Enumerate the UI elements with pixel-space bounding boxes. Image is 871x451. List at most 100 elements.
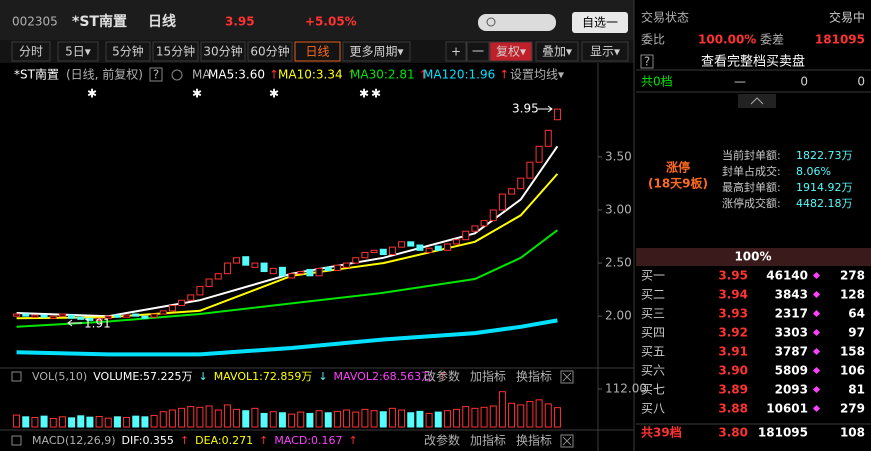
volume-bar — [407, 412, 415, 428]
status: 交易中 — [829, 10, 865, 25]
bid-level: 买四 — [641, 326, 665, 340]
watch-button[interactable] — [572, 12, 628, 33]
ratio-label: 委比 — [641, 33, 665, 47]
macd-header: MACD(12,26,9) — [32, 434, 116, 447]
macd-header: ↑ — [349, 434, 358, 447]
toolbar-button[interactable] — [535, 41, 579, 62]
limit-label: 涨停 — [666, 160, 690, 175]
panel-button[interactable]: 改参数 — [424, 433, 460, 448]
seal-label: 封单占成交: — [722, 164, 781, 178]
toolbar-button[interactable] — [152, 41, 199, 62]
volume-bar — [315, 410, 323, 428]
bid-price: 3.93 — [718, 307, 748, 321]
price: 3.95 — [225, 15, 255, 29]
volume-bar — [196, 406, 204, 428]
annotation-arrow — [538, 105, 553, 113]
candle — [260, 262, 268, 273]
toolbar-button[interactable] — [581, 41, 629, 62]
candle — [251, 262, 259, 268]
bid-price: 3.88 — [718, 402, 748, 416]
full-book-link[interactable]: 查看完整档买卖盘 — [701, 54, 805, 70]
candle — [31, 314, 39, 318]
change: +5.05% — [305, 15, 357, 29]
panel-icon[interactable] — [11, 371, 22, 382]
volume-bar — [223, 404, 231, 428]
diff-label: 委差 — [760, 33, 784, 47]
bid-count: 64 — [848, 307, 865, 321]
marker: ✱ — [87, 87, 97, 101]
toolbar-button[interactable] — [11, 41, 51, 62]
collapse-button[interactable] — [738, 94, 776, 108]
panel-icon[interactable] — [11, 435, 22, 446]
candle — [58, 313, 66, 317]
seal-value: 1822.73万 — [796, 149, 853, 162]
toolbar-label: 5分钟 — [112, 44, 144, 59]
toolbar-button[interactable] — [200, 41, 246, 62]
close-box[interactable] — [560, 434, 574, 448]
candle — [416, 244, 424, 251]
search-box[interactable] — [478, 14, 556, 31]
panel-button[interactable]: 换指标 — [516, 433, 552, 448]
percent-bar — [636, 248, 871, 266]
candle — [141, 315, 149, 319]
sell-total: — — [734, 75, 746, 89]
candle — [132, 313, 140, 317]
panel-button[interactable]: 加指标 — [470, 369, 506, 384]
bid-total: 3.80 — [718, 426, 748, 440]
volume-bar — [104, 417, 112, 428]
seal-label: 最高封单额: — [722, 180, 781, 194]
legend-entry: MA5:3.60 — [208, 68, 265, 82]
candle — [352, 257, 360, 264]
toolbar-label: 更多周期▾ — [349, 45, 403, 59]
toolbar-label: 5日▾ — [65, 45, 91, 59]
toolbar-label: 显示▾ — [590, 45, 620, 59]
volume-bar — [324, 412, 332, 428]
volume-bar — [40, 415, 48, 428]
candle — [187, 294, 195, 301]
help-box[interactable] — [640, 54, 654, 69]
toolbar-button[interactable] — [57, 41, 99, 62]
bid-total: 181095 — [758, 426, 808, 440]
collapse-icon — [750, 97, 764, 105]
volume-bar — [526, 401, 534, 428]
toolbar-label: 15分钟 — [156, 44, 195, 59]
bid-level: 买七 — [641, 383, 665, 397]
toolbar-button[interactable] — [489, 41, 533, 62]
candle — [68, 314, 76, 319]
volume-bar — [159, 411, 167, 428]
volume-header: MAVOL1:72.859万 — [214, 370, 313, 383]
panel-button[interactable]: 换指标 — [516, 369, 552, 384]
help-box[interactable] — [149, 67, 163, 82]
toolbar-button[interactable] — [105, 41, 151, 62]
toolbar-button[interactable] — [445, 41, 467, 62]
toolbar-button[interactable] — [342, 41, 411, 62]
candle — [553, 108, 561, 121]
toolbar-button[interactable] — [466, 41, 490, 62]
candle — [443, 243, 451, 251]
candle — [196, 285, 204, 296]
volume-bar — [379, 411, 387, 428]
bid-volume: 3843 — [775, 288, 808, 302]
y-tick-label: 3.00 — [605, 202, 632, 216]
bid-volume: 3303 — [775, 326, 808, 340]
panel-button[interactable]: 改参数 — [424, 369, 460, 384]
ma-line — [16, 229, 559, 328]
bid-level: 买一 — [641, 269, 665, 283]
bid-count: 279 — [840, 402, 865, 416]
toolbar-button[interactable] — [247, 41, 293, 62]
candle — [86, 317, 94, 321]
gear-icon[interactable] — [171, 69, 183, 81]
volume-bar — [77, 415, 85, 428]
bid-diamond — [812, 328, 821, 337]
settings[interactable]: 设置均线▾ — [510, 68, 564, 82]
close-box[interactable] — [560, 370, 574, 384]
candle — [168, 305, 176, 312]
legend-entry: MA30:2.81 — [350, 68, 415, 82]
panel-button[interactable]: 加指标 — [470, 433, 506, 448]
candle — [205, 278, 213, 287]
toolbar-button[interactable] — [294, 41, 341, 62]
legend-trend: ↑ — [347, 68, 357, 82]
